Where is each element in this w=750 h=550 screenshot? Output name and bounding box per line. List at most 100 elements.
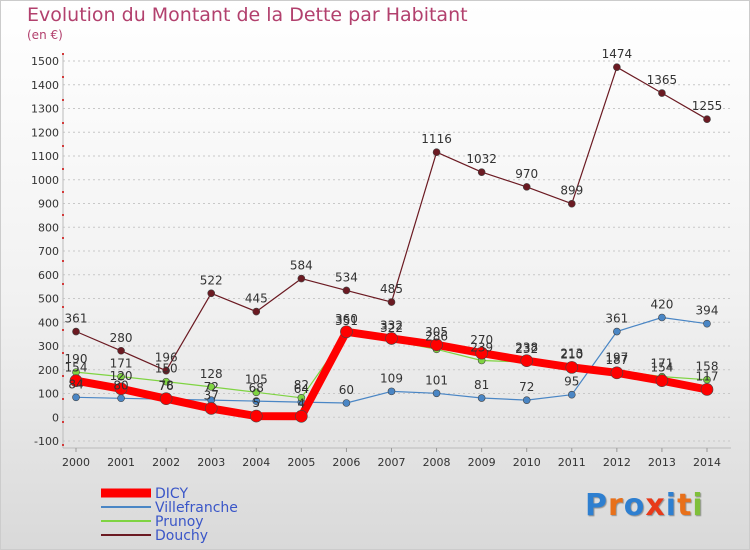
data-label-douchy: 1116: [421, 132, 452, 146]
data-label-villefranche: 68: [249, 381, 264, 395]
data-label-douchy: 584: [290, 259, 313, 273]
x-tick-label: 2008: [423, 456, 451, 469]
data-point-douchy: [162, 366, 170, 375]
data-point-douchy: [72, 327, 80, 336]
data-label-dicy: 332: [380, 318, 403, 332]
x-tick-label: 2014: [693, 456, 721, 469]
data-label-prunoy: 322: [380, 321, 403, 335]
data-label-villefranche: 361: [605, 312, 628, 326]
data-label-douchy: 280: [110, 331, 133, 345]
y-tick-label: 200: [38, 364, 59, 377]
y-tick-label: 600: [38, 269, 59, 282]
y-tick-label: 0: [52, 411, 59, 424]
data-label-prunoy: 150: [155, 362, 178, 376]
data-label-villefranche: 84: [68, 377, 83, 391]
data-point-villefranche: [522, 396, 531, 404]
legend-label-villefranche: Villefranche: [155, 500, 238, 516]
data-point-douchy: [432, 148, 441, 156]
data-point-douchy: [117, 346, 125, 355]
data-label-douchy: 361: [65, 312, 88, 326]
x-tick-label: 2007: [378, 456, 406, 469]
data-point-villefranche: [703, 319, 711, 328]
data-label-villefranche: 394: [696, 304, 719, 318]
data-label-dicy: 187: [605, 353, 628, 367]
data-label-dicy: 238: [515, 341, 538, 355]
data-label-douchy: 485: [380, 282, 403, 296]
data-label-prunoy: 128: [200, 367, 223, 381]
y-tick-label: 500: [38, 293, 59, 306]
logo-letter: P: [585, 488, 608, 523]
x-tick-label: 2003: [197, 456, 225, 469]
x-tick-label: 2001: [107, 456, 135, 469]
y-tick-label: 900: [38, 198, 59, 211]
data-label-villefranche: 64: [294, 382, 309, 396]
data-label-prunoy: 105: [245, 372, 268, 386]
data-label-villefranche: 101: [425, 373, 448, 387]
y-tick-label: 1400: [31, 79, 59, 92]
data-label-dicy: 305: [425, 325, 448, 339]
data-label-dicy: 4: [298, 396, 306, 410]
data-label-douchy: 522: [200, 273, 223, 287]
data-point-villefranche: [477, 394, 486, 402]
data-label-prunoy: 239: [470, 340, 493, 354]
data-label-villefranche: 60: [339, 383, 354, 397]
data-label-dicy: 78: [159, 379, 174, 393]
data-label-dicy: 117: [696, 369, 719, 383]
data-point-villefranche: [567, 390, 576, 399]
data-label-dicy: 270: [470, 333, 493, 347]
data-point-prunoy: [117, 372, 125, 381]
data-point-prunoy: [297, 393, 306, 402]
data-label-prunoy: 286: [425, 329, 448, 343]
data-point-dicy: [385, 332, 398, 345]
data-label-villefranche: 109: [380, 371, 403, 385]
data-point-dicy: [204, 402, 218, 415]
data-point-villefranche: [432, 389, 441, 398]
data-label-douchy: 970: [515, 167, 538, 181]
data-label-dicy: 210: [560, 347, 583, 361]
data-point-douchy: [207, 289, 216, 298]
legend-label-prunoy: Prunoy: [155, 514, 204, 530]
x-tick-label: 2004: [242, 456, 270, 469]
data-label-prunoy: 82: [294, 378, 309, 392]
data-point-dicy: [520, 354, 534, 368]
data-label-dicy: 120: [110, 369, 133, 383]
x-tick-label: 2005: [287, 456, 315, 469]
data-point-prunoy: [207, 383, 216, 391]
data-point-douchy: [613, 63, 621, 71]
legend-label-dicy: DICY: [155, 486, 188, 502]
y-tick-label: 1200: [31, 126, 59, 139]
data-label-douchy: 1474: [602, 47, 633, 61]
data-point-douchy: [387, 298, 396, 306]
data-label-douchy: 196: [155, 351, 178, 365]
data-point-douchy: [522, 183, 531, 191]
x-tick-label: 2011: [558, 456, 586, 469]
y-tick-label: -100: [34, 435, 59, 448]
data-label-prunoy: 351: [335, 314, 358, 328]
legend-label-douchy: Douchy: [155, 528, 208, 544]
data-point-dicy: [249, 409, 263, 423]
x-tick-label: 2006: [332, 456, 360, 469]
chart-unit: (en €): [27, 28, 63, 42]
data-point-douchy: [567, 199, 576, 208]
x-tick-label: 2012: [603, 456, 631, 469]
data-point-prunoy: [162, 377, 170, 386]
chart-title: Evolution du Montant de la Dette par Hab…: [27, 4, 468, 26]
data-point-dicy: [430, 338, 443, 352]
data-point-dicy: [655, 374, 669, 387]
data-point-dicy: [565, 361, 579, 374]
data-point-dicy: [610, 366, 624, 380]
x-tick-label: 2000: [62, 456, 90, 469]
y-tick-label: 100: [38, 388, 59, 401]
data-label-douchy: 1255: [692, 99, 723, 113]
data-label-prunoy: 197: [605, 350, 628, 364]
y-tick-label: 400: [38, 316, 59, 329]
y-tick-label: 1500: [31, 55, 59, 68]
data-point-douchy: [342, 286, 351, 295]
logo-letter: o: [623, 488, 646, 523]
data-label-douchy: 534: [335, 270, 358, 284]
data-label-villefranche: 72: [519, 380, 534, 394]
data-label-villefranche: 95: [564, 375, 579, 389]
data-label-dicy: 154: [650, 361, 673, 375]
